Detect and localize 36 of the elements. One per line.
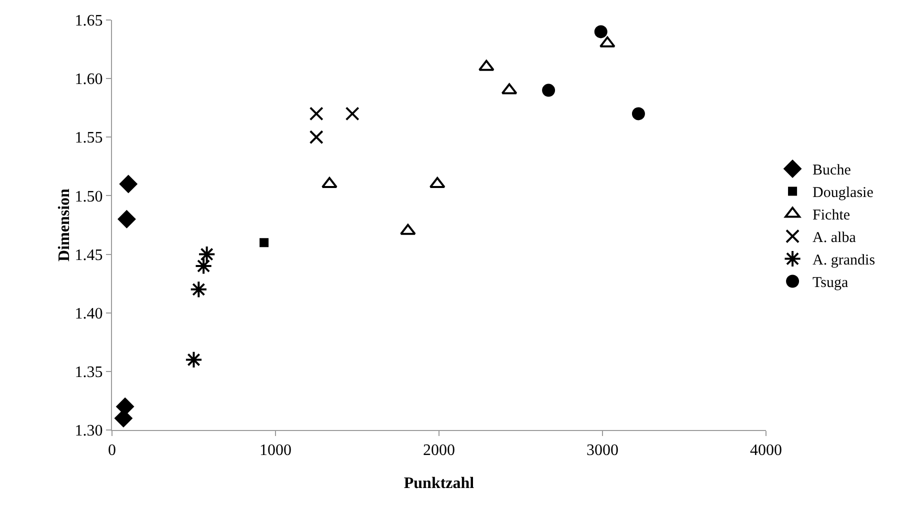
point	[632, 107, 645, 120]
x-tick-label: 2000	[423, 442, 455, 460]
y-tick-label: 1.65	[74, 12, 103, 30]
point	[542, 84, 556, 97]
point	[594, 25, 608, 38]
point	[309, 106, 324, 121]
legend-label: Douglasie	[812, 185, 874, 202]
x-tick-label: 1000	[260, 442, 292, 460]
point	[116, 398, 134, 416]
point	[345, 106, 360, 121]
x-tick-label: 3000	[586, 442, 618, 460]
point	[120, 175, 138, 193]
y-tick-label: 1.50	[74, 188, 103, 206]
point	[190, 280, 208, 298]
y-tick-label: 1.60	[74, 71, 103, 88]
y-tick-label: 1.45	[74, 246, 103, 264]
legend-label: Fichte	[812, 208, 850, 224]
point	[194, 257, 212, 275]
legend-label: Tsuga	[812, 275, 848, 292]
x-tick-label: 4000	[750, 442, 782, 460]
point	[198, 245, 216, 264]
legend-label: A. grandis	[812, 252, 876, 269]
point	[400, 224, 416, 235]
y-tick-label: 1.35	[74, 364, 103, 382]
point	[260, 238, 269, 248]
point	[118, 210, 136, 228]
legend-label: Buche	[812, 162, 852, 179]
y-tick-label: 1.40	[74, 305, 103, 322]
y-tick-label: 1.55	[74, 130, 103, 147]
y-tick-label: 1.30	[74, 422, 103, 440]
y-axis-title: Dimension	[56, 188, 73, 262]
legend-label: A. alba	[812, 230, 856, 246]
point	[309, 130, 324, 144]
x-tick-label: 0	[108, 442, 116, 460]
point	[184, 350, 203, 369]
x-axis-title: Punktzahl	[404, 475, 475, 492]
